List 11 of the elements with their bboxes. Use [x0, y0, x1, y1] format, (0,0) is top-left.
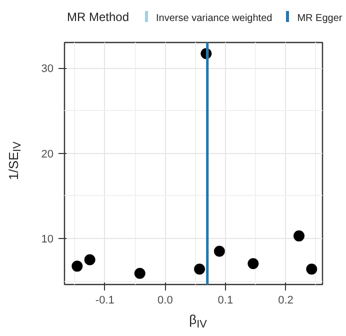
ref-line-label: Inverse variance weighted [156, 13, 272, 24]
x-axis-title: β$_{IV}$ [188, 311, 208, 333]
legend-title: MR Method [67, 10, 130, 24]
legend-label: MR Egger [297, 13, 342, 24]
y-tick-label: 20 [41, 148, 54, 160]
x-tick-label: 0.2 [278, 294, 294, 306]
x-tick-label: 0.0 [158, 294, 173, 306]
y-tick-label: 10 [41, 233, 54, 246]
y-tick-label: 30 [41, 63, 54, 76]
x-tick-label: 0.1 [218, 294, 234, 306]
x-tick-label: -0.1 [95, 294, 114, 306]
